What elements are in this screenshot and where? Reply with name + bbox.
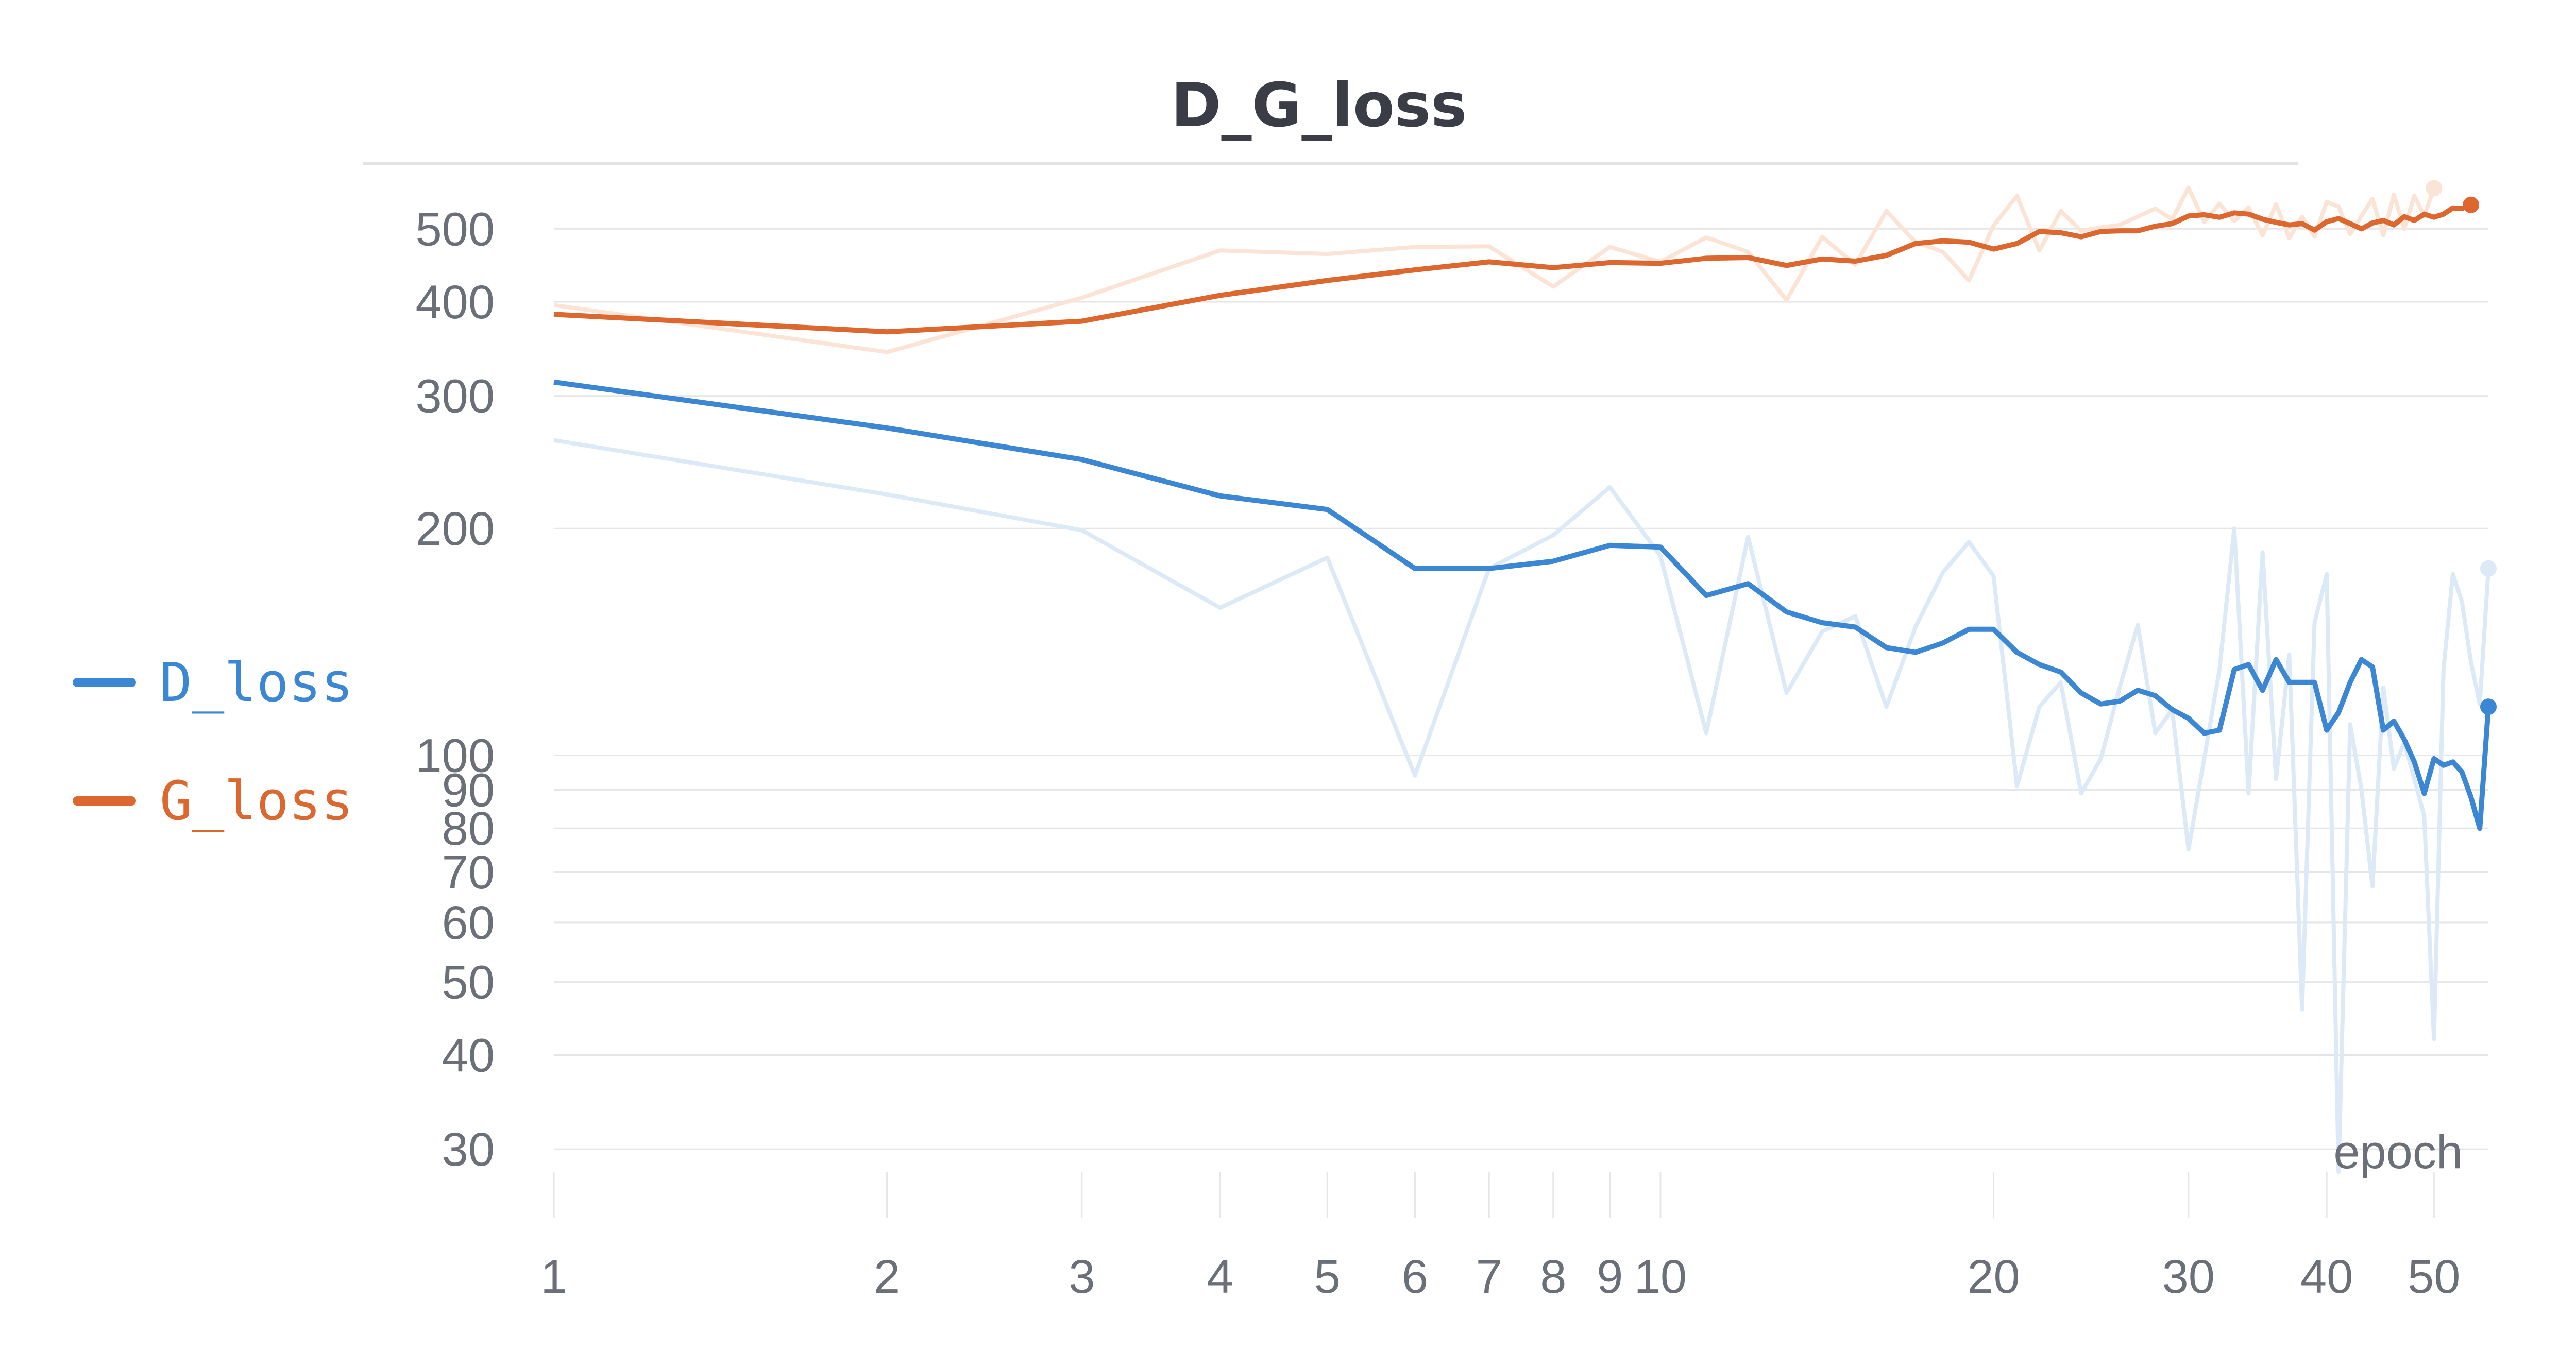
y-tick-label: 30 (442, 1123, 495, 1176)
g-loss-smoothed-line (553, 202, 2472, 335)
g-loss-legend-label: G_loss (160, 770, 353, 832)
d-loss-legend-label: D_loss (160, 651, 353, 714)
y-tick-label: 40 (442, 1029, 495, 1082)
x-tick-label: 6 (1402, 1251, 1428, 1303)
g-loss-end-point (2463, 196, 2480, 213)
plot-area (553, 180, 2497, 1174)
x-tick-label: 7 (1476, 1251, 1502, 1303)
x-tick-label: 8 (1540, 1251, 1566, 1303)
g-loss-raw-end-point (2426, 180, 2443, 197)
chart-title: D_G_loss (1171, 70, 1467, 141)
d-loss-end-point (2480, 698, 2497, 715)
x-tick-label: 20 (1967, 1251, 2020, 1303)
y-tick-label: 100 (416, 729, 495, 782)
y-tick-label: 300 (416, 370, 495, 423)
x-tick-label: 2 (874, 1251, 900, 1303)
y-tick-label: 500 (416, 203, 495, 255)
x-tick-label: 1 (540, 1251, 567, 1303)
d-loss-raw-line (553, 438, 2490, 1174)
x-axis: 1 2 3 4 5 6 7 8 9 10 20 30 40 50 (540, 1251, 2460, 1303)
y-tick-label: 70 (442, 846, 495, 899)
x-tick-label: 50 (2408, 1251, 2460, 1303)
y-tick-label: 60 (442, 897, 495, 949)
x-tick-label: 40 (2300, 1251, 2353, 1303)
x-tick-label: 5 (1314, 1251, 1341, 1303)
y-tick-label: 400 (416, 276, 495, 329)
d-loss-raw-end-point (2480, 560, 2497, 577)
x-tick-label: 10 (1634, 1251, 1687, 1303)
x-axis-label: epoch (2333, 1126, 2463, 1178)
y-tick-label: 90 (442, 764, 495, 816)
x-tick-label: 4 (1207, 1251, 1233, 1303)
y-tick-label: 80 (442, 802, 495, 855)
grid-lines (553, 228, 2488, 1218)
y-tick-label: 200 (416, 503, 495, 555)
g-loss-raw-line (553, 185, 2436, 354)
x-tick-label: 3 (1069, 1251, 1095, 1303)
d-loss-smoothed-line (553, 379, 2491, 831)
y-tick-label: 50 (442, 956, 495, 1009)
x-tick-label: 9 (1597, 1251, 1623, 1303)
legend: D_loss G_loss (73, 651, 353, 832)
x-tick-label: 30 (2162, 1251, 2215, 1303)
